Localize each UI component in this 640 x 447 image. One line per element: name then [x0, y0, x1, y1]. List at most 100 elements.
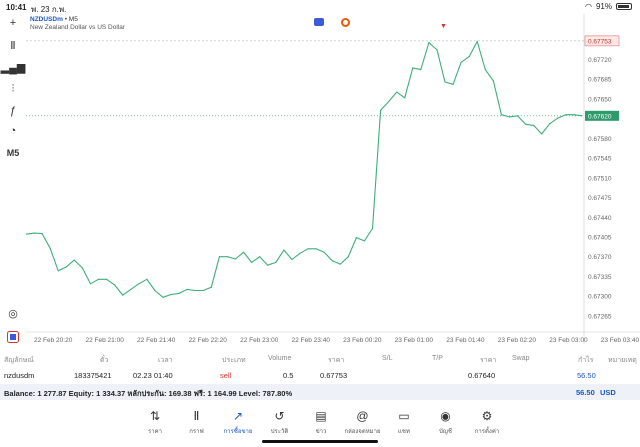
price-point [194, 289, 196, 292]
price-tick-label: 0.67545 [588, 156, 612, 163]
positions-header: สัญลักษณ์ ตั๋ว เวลา ประเภท Volume ราคา S/L T/P ร… [0, 352, 640, 366]
nav-label: แชท [398, 429, 410, 435]
price-point [516, 115, 519, 117]
positions-header-cell[interactable]: ราคา [328, 357, 345, 364]
positions-header-cell[interactable]: Swap [512, 355, 530, 362]
shapes-icon[interactable]: ◔ [9, 125, 17, 137]
one-click-trade-icon[interactable] [314, 18, 324, 26]
trade-icon: ↗ [232, 409, 244, 423]
nav-label: กราฟ [189, 429, 204, 435]
function-icon[interactable]: ƒ [9, 105, 17, 117]
price-point [49, 247, 51, 249]
price-point [339, 263, 341, 265]
positions-header-cell[interactable]: S/L [382, 355, 393, 362]
price-point [41, 233, 43, 235]
date: พ. 23 ก.พ. [31, 5, 67, 14]
status-right: ◠ 91% [585, 2, 632, 11]
status-bar: 10:41 พ. 23 ก.พ. ◠ 91% [0, 0, 640, 14]
nav-account[interactable]: ◉ บัญชี [426, 408, 466, 436]
nav-chat[interactable]: ▭ แชท [384, 408, 424, 436]
price-point [331, 260, 333, 262]
price-point [162, 296, 164, 298]
time-tick-label: 22 Feb 21:00 [86, 337, 125, 344]
position-row[interactable]: nzdusdm 183375421 02.23 01:40 sell 0.5 0… [0, 368, 640, 382]
positions-header-cell[interactable]: ตั๋ว [100, 357, 109, 364]
price-point [57, 270, 59, 272]
nav-label: การซื้อขาย [223, 429, 253, 435]
price-chart[interactable]: 0.67753 0.67720 0.67685 0.67650 0.67620 0.675… [26, 14, 640, 344]
position-symbol: nzdusdm [4, 371, 35, 380]
history-icon: ↺ [274, 409, 285, 423]
price-tick-label: 0.67650 [588, 96, 612, 103]
positions-header-cell[interactable]: เวลา [158, 357, 173, 364]
nav-history[interactable]: ↺ ประวัติ [260, 408, 300, 436]
price-point [420, 69, 422, 71]
price-tick-label: 0.67405 [588, 235, 612, 242]
price-point [234, 258, 237, 260]
symbol-separator: • [64, 16, 67, 23]
price-point [259, 256, 261, 258]
price-point [533, 124, 535, 126]
trade-panel-icon[interactable] [5, 330, 21, 344]
price-point [436, 49, 438, 51]
position-time: 02.23 01:40 [133, 371, 173, 380]
symbol-timeframe: M5 [68, 16, 78, 23]
positions-header-cell[interactable]: ประเภท [222, 357, 246, 364]
positions-header-cell[interactable]: หมายเหตุ [608, 357, 637, 364]
price-tick-label: 0.67580 [588, 136, 612, 143]
symbol-name[interactable]: NZDUSDm [30, 16, 63, 23]
nav-mailbox[interactable]: @ กล่องจดหมาย [343, 408, 383, 436]
chat-icon: ▭ [398, 409, 410, 423]
mailbox-icon: @ [356, 409, 369, 423]
candles-icon[interactable]: Ⅱ [10, 39, 16, 52]
price-point [581, 115, 583, 117]
crosshair-icon[interactable]: + [9, 17, 17, 29]
time-tick-label: 22 Feb 23:40 [292, 337, 331, 344]
search-icon[interactable]: ◎ [8, 307, 18, 320]
chart-canvas[interactable]: 0.67753 0.67720 0.67685 0.67650 0.67620 0.675… [26, 14, 640, 344]
price-point [549, 123, 551, 125]
price-point [355, 237, 357, 239]
battery-percent: 91% [595, 2, 612, 11]
price-point [460, 61, 462, 63]
price-point [525, 123, 527, 125]
order-price-label: 0.67753 [588, 38, 612, 45]
objects-icon[interactable]: ⫶ [11, 82, 15, 95]
total-profit: 56.50 [576, 388, 595, 397]
price-point [218, 256, 220, 258]
nav-news[interactable]: ▤ ข่าว [301, 408, 341, 436]
nav-quotes[interactable]: ⇅ ราคา [135, 408, 175, 436]
price-point [130, 288, 132, 290]
nav-label: กล่องจดหมาย [344, 429, 381, 435]
chart-toolbar: + Ⅱ ▂▄▆ ⫶ ƒ ◔ M5 ◎ [0, 14, 26, 344]
signal-icon[interactable] [341, 18, 350, 27]
nav-trade[interactable]: ↗ การซื้อขาย [218, 408, 258, 436]
price-point [323, 251, 325, 253]
price-tick-label: 0.67685 [588, 77, 612, 84]
price-point [81, 267, 83, 269]
balance-bar: Balance: 1 277.87 Equity: 1 334.37 หลักป… [0, 384, 640, 400]
price-point [347, 256, 349, 258]
chart-icon: Ⅱ [193, 409, 200, 423]
indicators-icon[interactable]: ▂▄▆ [0, 61, 26, 74]
positions-header-cell[interactable]: ราคา [480, 357, 497, 364]
positions-header-cell[interactable]: T/P [432, 355, 443, 362]
positions-header-cell[interactable]: Volume [268, 355, 292, 362]
timeframe-button[interactable]: M5 [6, 148, 20, 158]
price-point [380, 109, 382, 111]
price-point [186, 288, 188, 290]
time-tick-label: 23 Feb 00:20 [343, 337, 382, 344]
price-point [283, 249, 285, 251]
price-point [428, 41, 430, 44]
price-point [73, 259, 75, 261]
nav-settings[interactable]: ⚙ การตั้งค่า [467, 408, 507, 436]
price-point [275, 261, 277, 263]
price-point [202, 289, 204, 292]
positions-header-cell[interactable]: สัญลักษณ์ [4, 357, 34, 364]
nav-chart[interactable]: Ⅱ กราฟ [177, 408, 217, 436]
price-point [371, 227, 374, 230]
price-point [388, 101, 390, 103]
quotes-icon: ⇅ [149, 409, 161, 423]
position-type: sell [220, 371, 232, 380]
positions-header-cell[interactable]: กำไร [578, 357, 594, 364]
